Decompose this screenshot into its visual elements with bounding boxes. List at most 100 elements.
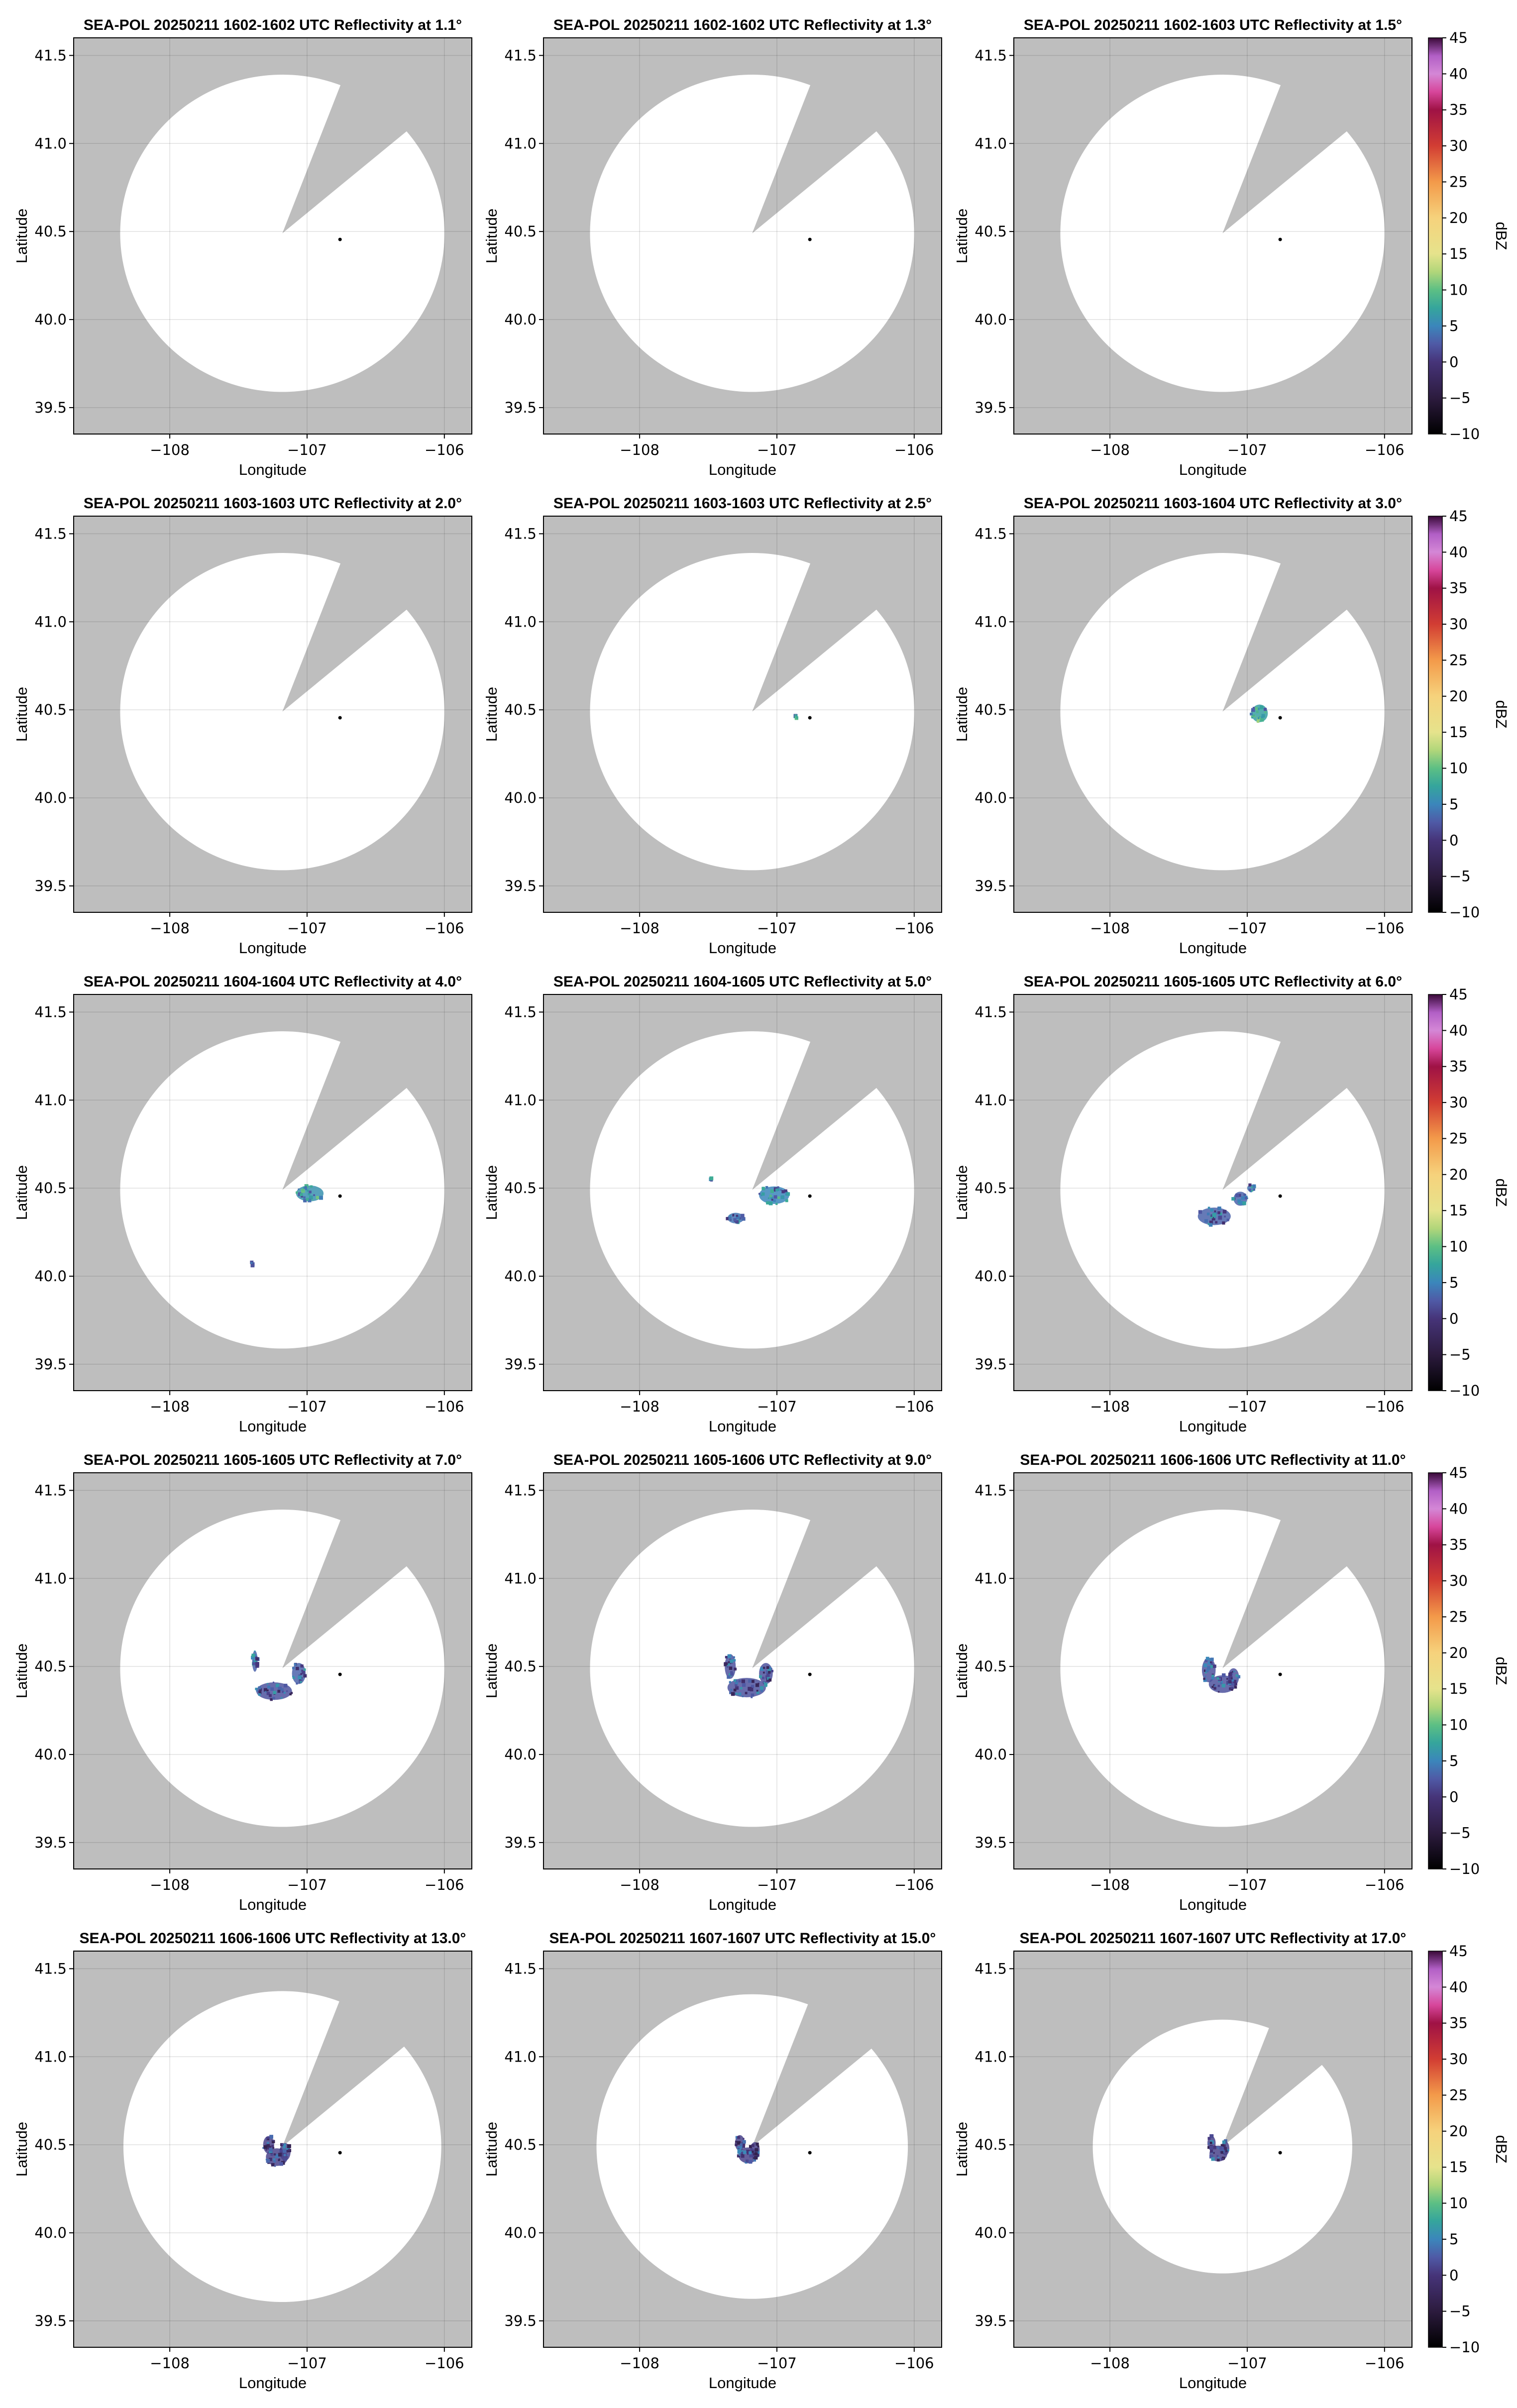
panel-3: −108 −107 −106 39.5 40.0 40.5 41.0 41.5 Longitud… (953, 17, 1412, 478)
y-tick-label: 40.5 (504, 1180, 537, 1197)
x-axis-label: Longitude (1179, 939, 1247, 957)
echo-pixel (1198, 1210, 1202, 1214)
echo-pixel (278, 1686, 282, 1691)
echo-pixel (773, 1199, 776, 1202)
echo-pixel (1244, 1197, 1248, 1200)
plot-frame (73, 1951, 472, 2348)
echo-pixel (742, 1683, 746, 1687)
y-tick-label: 41.0 (34, 2048, 67, 2065)
echo-pixel (310, 1185, 313, 1188)
echo-pixel (786, 1193, 788, 1196)
x-axis-label: Longitude (709, 1418, 776, 1435)
y-axis-label: Latitude (483, 1643, 500, 1698)
echo-pixel (266, 1683, 268, 1685)
echo-pixel (751, 1685, 755, 1688)
y-axis-label: Latitude (953, 2122, 971, 2177)
echo-pixel (283, 1683, 288, 1688)
echo-pixel (278, 2159, 280, 2161)
echo-pixel (282, 2143, 284, 2146)
y-axis-label: Latitude (13, 1165, 30, 1220)
panel-title: SEA-POL 20250211 1604-1605 UTC Reflectiv… (553, 974, 932, 990)
x-tick-label: −107 (1227, 1876, 1267, 1893)
y-tick-label: 40.5 (975, 1180, 1007, 1197)
echo-pixel (259, 1688, 262, 1691)
echo-pixel (250, 1262, 253, 1264)
colorbar-tick-label: 0 (1449, 353, 1458, 370)
echo-pixel (762, 1666, 765, 1669)
x-axis-label: Longitude (1179, 1896, 1247, 1913)
colorbar-tick-label: 40 (1449, 1022, 1468, 1039)
echo-pixel (1211, 2157, 1215, 2161)
colorbar-tick-label: 5 (1449, 318, 1458, 334)
x-tick-label: −106 (894, 920, 934, 937)
plot-frame (73, 994, 472, 1391)
x-tick-label: −106 (894, 441, 934, 458)
x-tick-label: −106 (425, 441, 464, 458)
x-tick-label: −106 (425, 920, 464, 937)
echo-pixel (746, 2149, 750, 2154)
echo-pixel (766, 1666, 769, 1669)
echo-pixel (286, 1690, 288, 1692)
echo-pixel (755, 2148, 758, 2152)
echo-pixel (733, 1688, 737, 1692)
echo-pixel (1242, 1201, 1246, 1205)
panel-title: SEA-POL 20250211 1603-1603 UTC Reflectiv… (84, 495, 462, 512)
echo-pixel (275, 2154, 279, 2158)
echo-pixel (270, 2150, 273, 2153)
x-tick-label: −108 (1090, 1398, 1130, 1415)
echo-pixel (274, 2165, 276, 2167)
echo-pixel (741, 2154, 745, 2158)
echo-pixel (727, 1675, 731, 1679)
echo-pixel (1251, 715, 1254, 718)
panel-title: SEA-POL 20250211 1607-1607 UTC Reflectiv… (1020, 1930, 1407, 1947)
echo-pixel (274, 2153, 276, 2156)
echo-pixel (737, 2136, 740, 2139)
echo-pixel (1220, 2151, 1224, 2154)
x-axis-label: Longitude (239, 2374, 307, 2392)
echo-region (1247, 1183, 1256, 1193)
echo-region (1250, 704, 1268, 723)
colorbar-tick-label: −10 (1449, 1861, 1480, 1877)
x-axis-label: Longitude (709, 2374, 776, 2392)
echo-pixel (1234, 1670, 1236, 1672)
echo-pixel (255, 1657, 259, 1661)
echo-pixel (1222, 2140, 1226, 2144)
echo-pixel (746, 2159, 749, 2163)
echo-pixel (271, 2140, 275, 2144)
echo-pixel (753, 2153, 756, 2156)
y-tick-label: 41.5 (504, 47, 537, 64)
plot-frame (543, 1472, 942, 1869)
x-tick-label: −108 (1090, 1876, 1130, 1893)
colorbar: −10 −5 0 5 10 15 20 25 30 35 40 45 dBZ (1428, 508, 1510, 921)
echo-pixel (751, 1680, 755, 1683)
echo-pixel (272, 1697, 275, 1700)
echo-pixel (1209, 1220, 1213, 1224)
echo-pixel (273, 2160, 276, 2163)
colorbar-bar (1428, 516, 1443, 913)
x-tick-label: −107 (1227, 1398, 1267, 1415)
echo-pixel (1239, 1201, 1244, 1205)
echo-pixel (283, 2158, 287, 2161)
y-tick-label: 40.0 (34, 1268, 67, 1285)
colorbar-tick-label: 0 (1449, 1788, 1458, 1805)
echo-pixel (770, 1669, 773, 1672)
echo-pixel (308, 1199, 312, 1203)
colorbar: −10 −5 0 5 10 15 20 25 30 35 40 45 dBZ (1428, 29, 1510, 442)
echo-pixel (1227, 2149, 1229, 2152)
colorbar-label: dBZ (1493, 1179, 1510, 1207)
y-tick-label: 41.5 (34, 47, 67, 64)
echo-pixel (735, 2136, 739, 2139)
echo-pixel (1209, 2134, 1214, 2138)
y-tick-label: 41.5 (34, 1003, 67, 1020)
y-axis-label: Latitude (13, 1643, 30, 1698)
x-tick-label: −106 (894, 2355, 934, 2372)
echo-pixel (751, 2150, 754, 2153)
y-tick-label: 41.0 (504, 135, 537, 152)
echo-pixel (751, 2148, 753, 2151)
plot-frame (73, 37, 472, 435)
colorbar-tick-label: 45 (1449, 1943, 1468, 1960)
echo-pixel (1210, 1657, 1214, 1661)
echo-pixel (1222, 1209, 1227, 1214)
x-tick-label: −107 (757, 1876, 797, 1893)
